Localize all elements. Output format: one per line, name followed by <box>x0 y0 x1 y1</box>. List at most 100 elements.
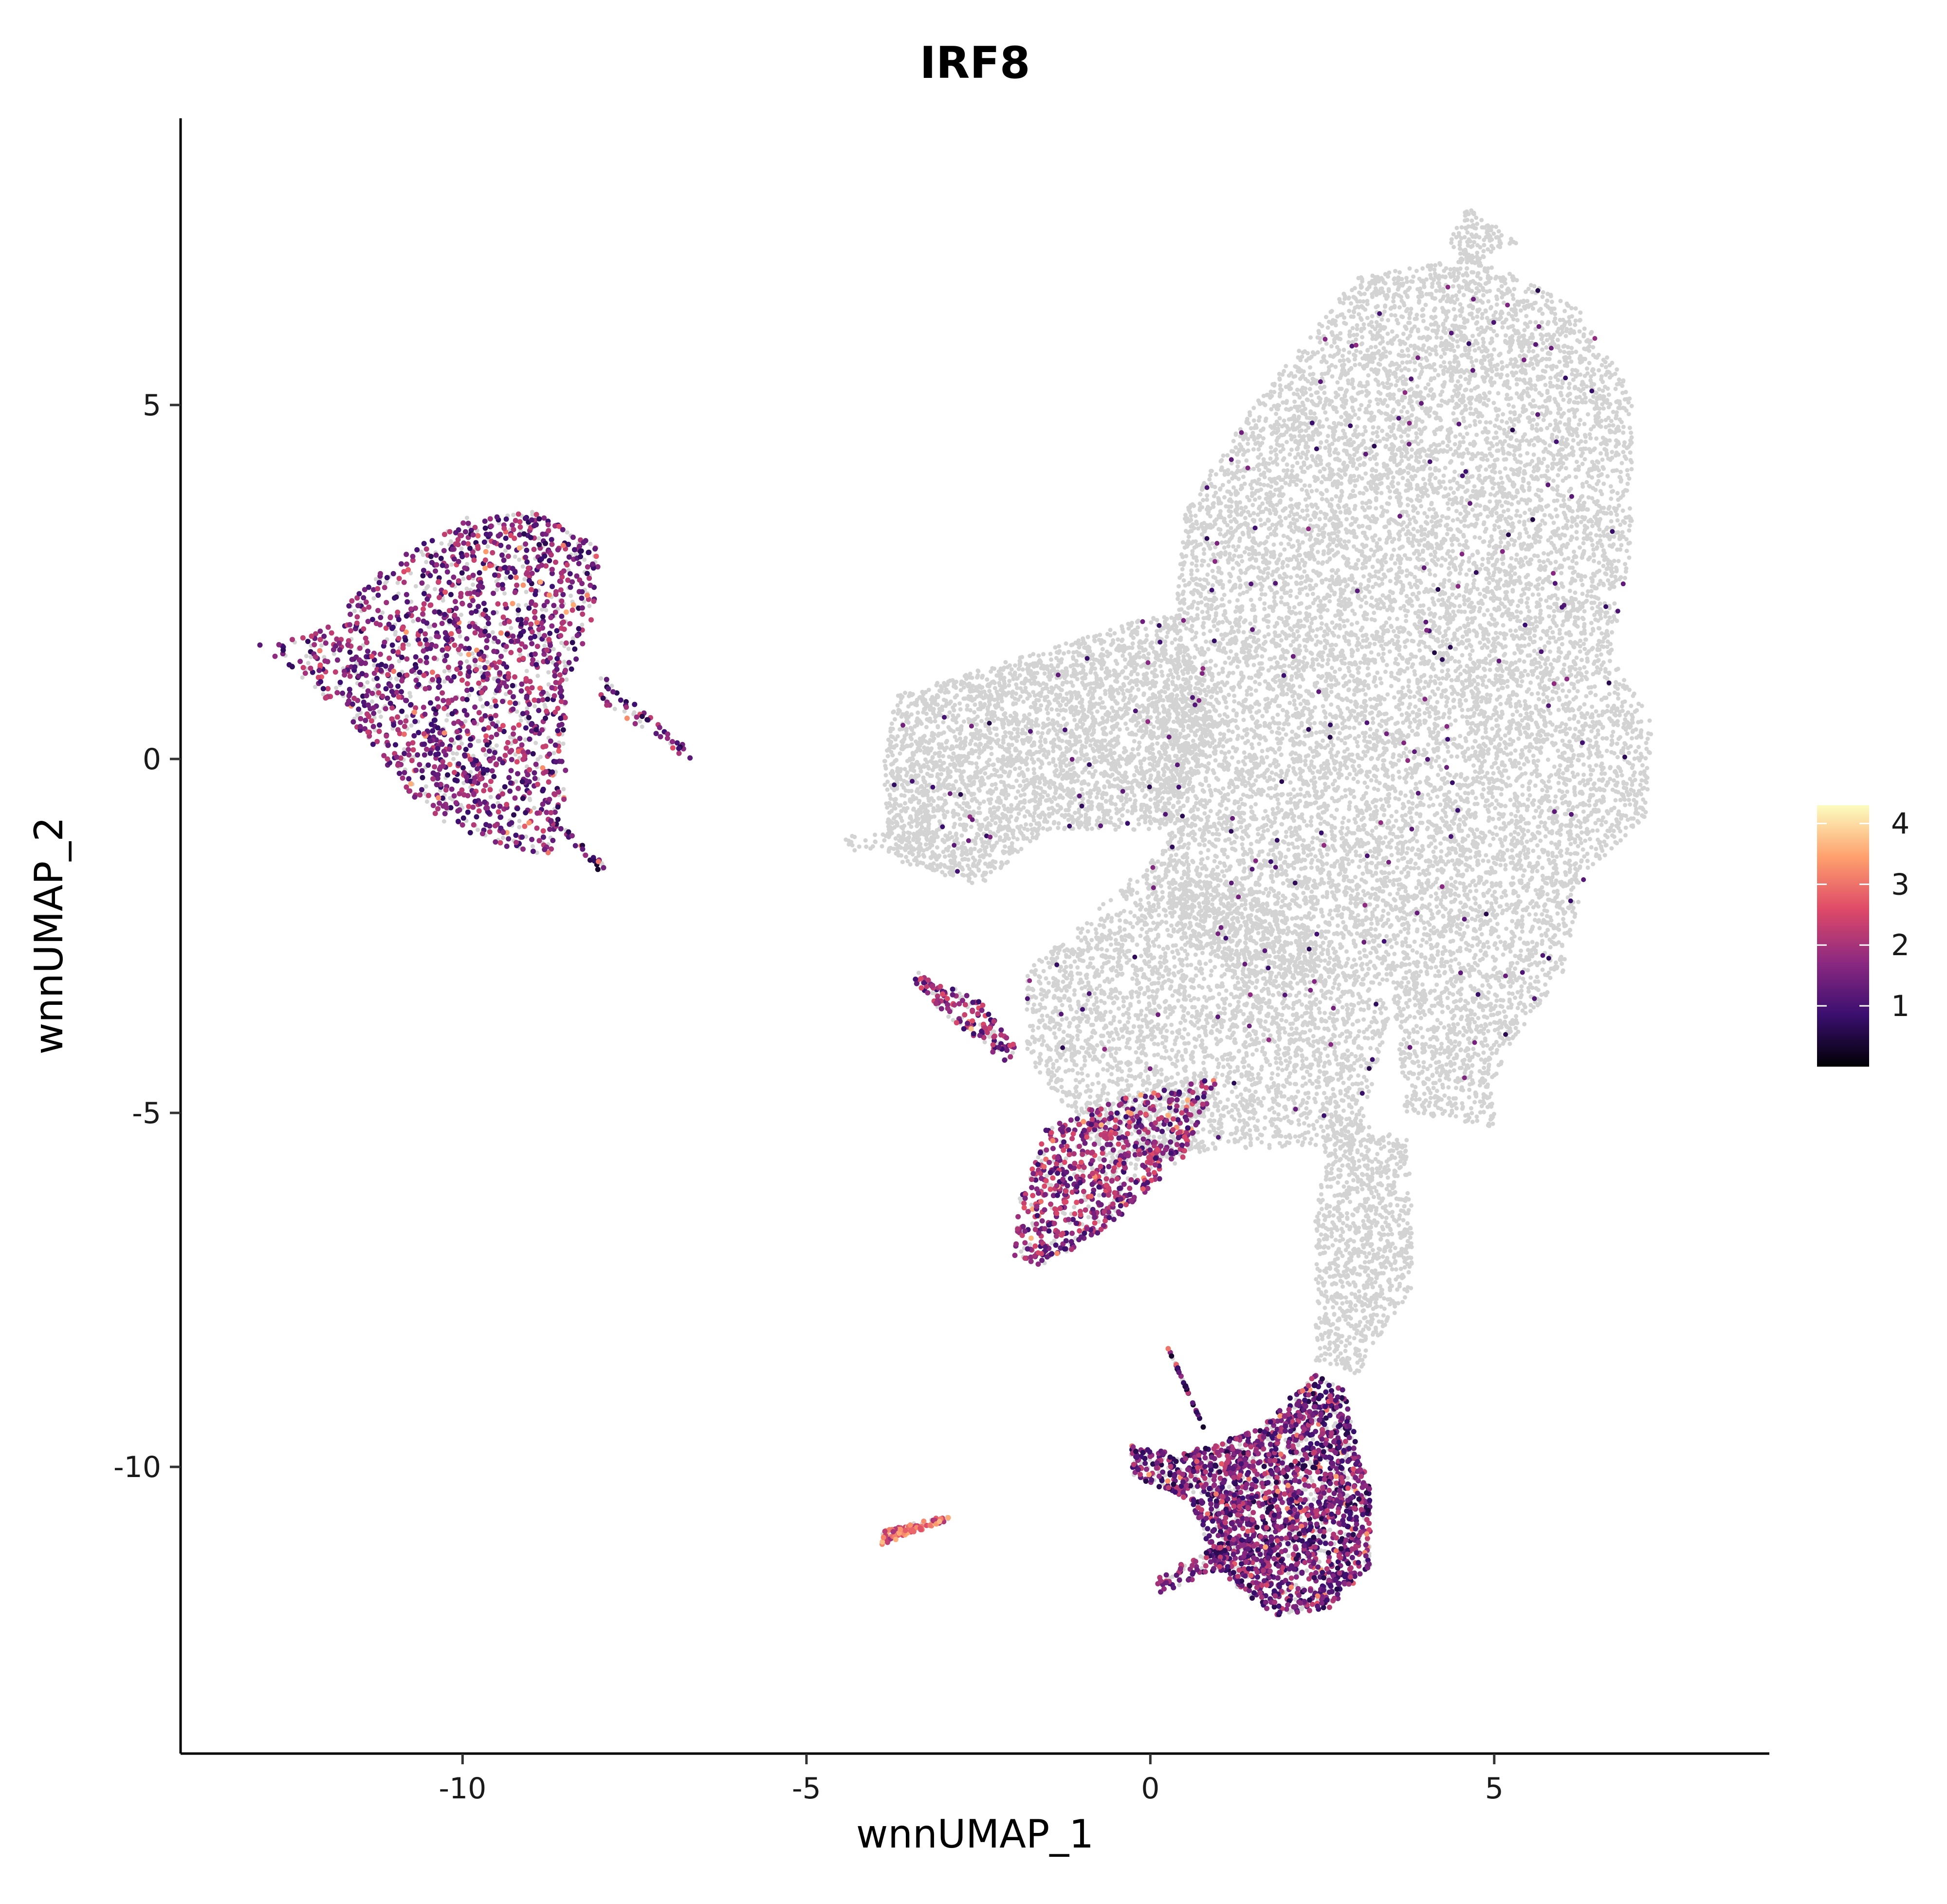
cell-point-background <box>1589 538 1594 543</box>
cell-point-background <box>1222 545 1227 550</box>
cell-point-background <box>1581 541 1586 546</box>
cell-point-background <box>1465 447 1469 452</box>
cell-point-background <box>1418 1026 1423 1031</box>
cell-point-background <box>564 677 569 682</box>
cell-point-background <box>1436 598 1441 603</box>
cell-point-background <box>1242 550 1247 555</box>
cell-point-background <box>1463 822 1468 827</box>
cell-point-background <box>1325 852 1330 857</box>
cell-point-background <box>1356 457 1360 462</box>
cell-point-background <box>1527 749 1532 753</box>
cell-point-background <box>1246 510 1250 515</box>
cell-point-background <box>1464 739 1469 743</box>
cell-point-background <box>1211 583 1215 588</box>
cell-point-background <box>1314 800 1319 805</box>
cell-point-background <box>1427 507 1432 512</box>
cell-point-background <box>1620 530 1625 535</box>
cell-point-background <box>1505 373 1510 378</box>
cell-point-background <box>1343 736 1348 740</box>
cell-point-background <box>444 718 449 723</box>
cell-point-background <box>424 560 429 564</box>
cell-point-background <box>1231 544 1236 549</box>
cell-point-background <box>1231 670 1235 675</box>
cell-point-background <box>1581 773 1586 777</box>
cell-point-background <box>1391 870 1396 874</box>
cell-point-background <box>371 596 376 601</box>
cell-point-background <box>1243 755 1248 760</box>
cell-point-background <box>1322 709 1326 714</box>
cell-point-background <box>1386 318 1391 323</box>
cell-point-background <box>1167 885 1172 890</box>
cell-point-background <box>1254 964 1259 969</box>
cell-point-background <box>1273 816 1278 820</box>
cell-point-background <box>1567 668 1572 673</box>
cell-point-background <box>1201 547 1206 552</box>
cell-point-background <box>373 577 378 582</box>
cell-point-background <box>1365 315 1370 320</box>
cell-point-background <box>1410 948 1415 953</box>
cell-point-background <box>1607 692 1612 697</box>
cell-point-background <box>1540 939 1544 943</box>
cell-point-background <box>1499 503 1504 508</box>
cell-point-background <box>1448 964 1452 969</box>
cell-point-background <box>1424 940 1429 945</box>
cell-point-background <box>1241 630 1246 635</box>
cell-point-background <box>1323 410 1328 415</box>
cell-point-background <box>1371 431 1376 436</box>
cell-point-background <box>1464 645 1469 650</box>
cell-point-background <box>1525 797 1530 802</box>
cell-point-background <box>1378 481 1382 486</box>
cell-point-background <box>1503 466 1507 471</box>
cell-point-background <box>1360 432 1365 437</box>
cell-point-background <box>1258 597 1263 601</box>
cell-point-background <box>1358 462 1362 467</box>
cell-point-background <box>1478 606 1483 610</box>
cell-point-background <box>402 747 406 752</box>
cell-point-background <box>1520 718 1525 723</box>
cell-point-background <box>1287 605 1292 610</box>
cell-point-background <box>490 630 495 635</box>
cell-point-background <box>1464 539 1469 544</box>
cell-point-background <box>1585 865 1590 870</box>
cell-point-background <box>1449 929 1453 934</box>
cell-point-background <box>1581 762 1586 767</box>
cell-point-background <box>1444 814 1449 819</box>
cell-point-background <box>1606 392 1611 397</box>
cell-point-background <box>1463 404 1468 408</box>
cell-point-background <box>1618 797 1623 802</box>
cell-point-background <box>458 634 462 639</box>
cell-point-background <box>1284 636 1289 641</box>
cell-point-background <box>1555 337 1560 342</box>
cell-point-background <box>1438 418 1443 423</box>
cell-point-background <box>1215 628 1220 632</box>
cell-point-background <box>1562 350 1567 354</box>
cell-point-background <box>1342 539 1347 544</box>
cell-point-background <box>1249 783 1254 788</box>
cell-point-background <box>1314 634 1319 639</box>
cell-point-background <box>1380 428 1384 433</box>
cell-point-background <box>504 576 508 581</box>
cell-point-background <box>1407 1035 1411 1039</box>
cell-point-background <box>1168 668 1173 673</box>
cell-point-background <box>1573 467 1578 472</box>
cell-point-background <box>1393 313 1397 318</box>
cell-point-background <box>1334 409 1339 414</box>
cell-point-background <box>1567 726 1572 731</box>
cell-point-background <box>1243 505 1248 510</box>
cell-point-background <box>1348 901 1353 906</box>
cell-point-background <box>1447 566 1451 571</box>
cell-point-background <box>1437 261 1442 266</box>
cell-point-background <box>1292 698 1297 703</box>
cell-point-background <box>517 557 522 562</box>
cell-point-background <box>1201 631 1206 636</box>
cell-point-background <box>1522 328 1527 333</box>
cell-point-background <box>1435 952 1440 957</box>
cell-point-background <box>1498 940 1503 944</box>
cell-point-background <box>1509 812 1514 816</box>
cell-point-background <box>1176 584 1181 589</box>
cell-point-background <box>477 739 482 743</box>
cell-point-background <box>1460 653 1465 658</box>
cell-point-background <box>1247 498 1252 502</box>
cell-point-background <box>1333 669 1338 674</box>
cell-point-background <box>1445 501 1450 506</box>
